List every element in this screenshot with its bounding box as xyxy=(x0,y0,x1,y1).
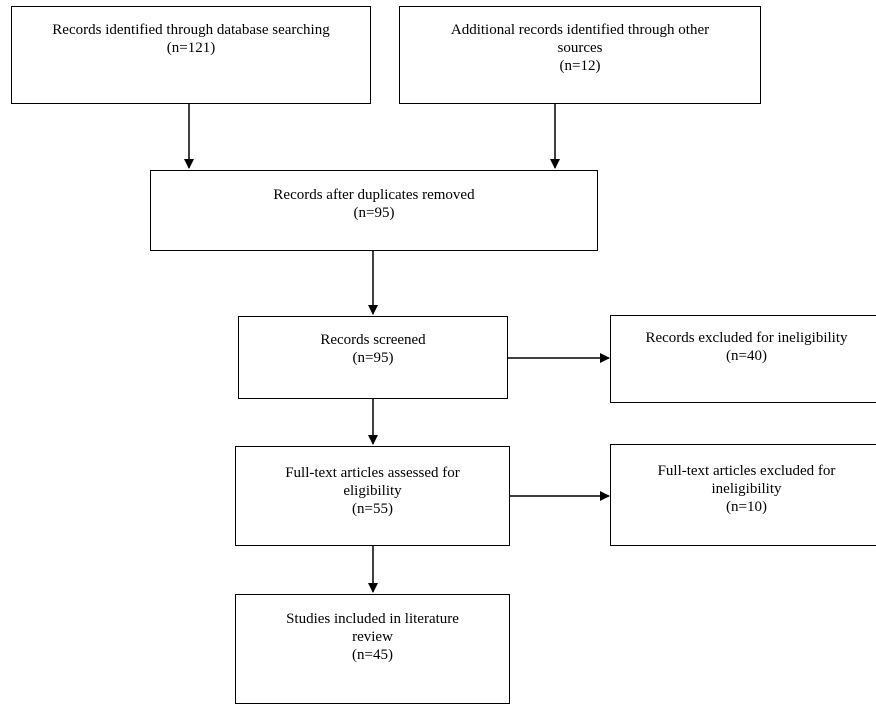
records-screened-box: Records screened (n=95) xyxy=(238,316,508,399)
box-count: (n=10) xyxy=(726,499,767,515)
box-line: Full-text articles assessed for xyxy=(285,465,460,481)
box-count: (n=40) xyxy=(726,348,767,364)
box-line: Additional records identified through ot… xyxy=(450,22,710,38)
box-line: Records identified through database sear… xyxy=(52,22,330,38)
box-count: (n=95) xyxy=(353,205,395,221)
fulltext-assessed-box: Full-text articles assessed for eligibil… xyxy=(235,446,510,546)
box-count: (n=12) xyxy=(559,58,601,74)
records-after-duplicates-box: Records after duplicates removed (n=95) xyxy=(150,170,598,251)
box-count: (n=121) xyxy=(166,40,216,56)
box-line: sources xyxy=(557,40,603,56)
box-line: Full-text articles excluded for xyxy=(657,463,836,479)
box-line: ineligibility xyxy=(711,481,782,497)
box-count: (n=45) xyxy=(352,647,393,663)
box-line: Records after duplicates removed xyxy=(273,187,475,203)
records-identified-database-box: Records identified through database sear… xyxy=(11,6,371,104)
fulltext-excluded-box: Full-text articles excluded for ineligib… xyxy=(610,444,876,546)
box-count: (n=55) xyxy=(352,501,393,517)
box-line: eligibility xyxy=(343,483,402,499)
records-identified-other-sources-box: Additional records identified through ot… xyxy=(399,6,761,104)
box-count: (n=95) xyxy=(352,350,394,366)
box-line: Records screened xyxy=(320,332,426,348)
studies-included-box: Studies included in literature review (n… xyxy=(235,594,510,704)
box-line: review xyxy=(352,629,393,645)
records-excluded-box: Records excluded for ineligibility (n=40… xyxy=(610,315,876,403)
box-line: Studies included in literature xyxy=(286,611,459,627)
box-line: Records excluded for ineligibility xyxy=(645,330,848,346)
